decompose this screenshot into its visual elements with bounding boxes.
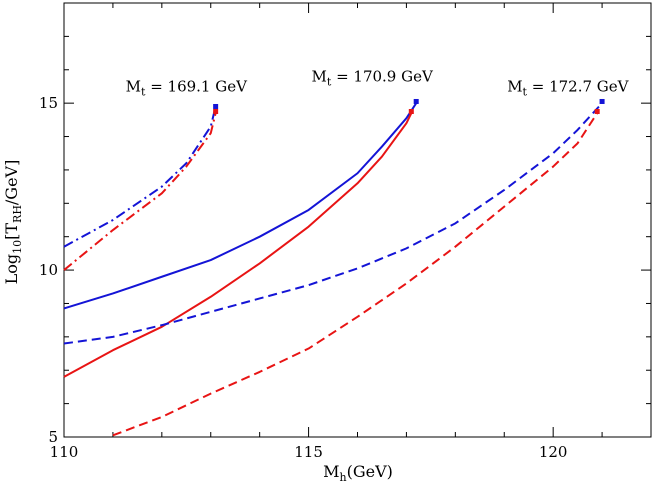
series-line-0 [63, 106, 217, 248]
endpoint-marker-5 [594, 109, 600, 114]
endpoint-markers [213, 98, 605, 114]
endpoint-marker-0 [213, 103, 219, 109]
series-line-2 [63, 102, 418, 310]
mt-annotation-1: Mt = 170.9 GeV [312, 67, 434, 88]
series-line-1 [63, 112, 217, 271]
x-tick-label-2: 120 [539, 443, 568, 461]
annotations: Mt = 169.1 GeV Mt = 170.9 GeV Mt = 172.7 G… [126, 67, 630, 98]
x-tick-label-1: 115 [294, 443, 323, 461]
endpoint-marker-4 [599, 98, 605, 104]
endpoint-marker-1 [213, 109, 219, 114]
ticks: 110 115 120 5 10 15 [39, 2, 652, 461]
y-tick-label-0: 5 [48, 428, 58, 446]
x-axis-title: Mh(GeV) [323, 462, 393, 484]
y-axis-title: Log10[TRH/GeV] [2, 160, 24, 285]
series-line-5 [112, 112, 599, 437]
series-line-4 [63, 102, 603, 345]
endpoint-marker-2 [413, 98, 419, 104]
mt-annotation-2: Mt = 172.7 GeV [507, 77, 629, 98]
endpoint-marker-3 [408, 109, 414, 114]
y-tick-label-2: 15 [39, 94, 58, 112]
series-layer [63, 102, 603, 437]
x-tick-label-0: 110 [50, 443, 79, 461]
y-tick-label-1: 10 [39, 261, 58, 279]
mt-annotation-0: Mt = 169.1 GeV [126, 77, 248, 98]
series-line-3 [63, 112, 413, 378]
